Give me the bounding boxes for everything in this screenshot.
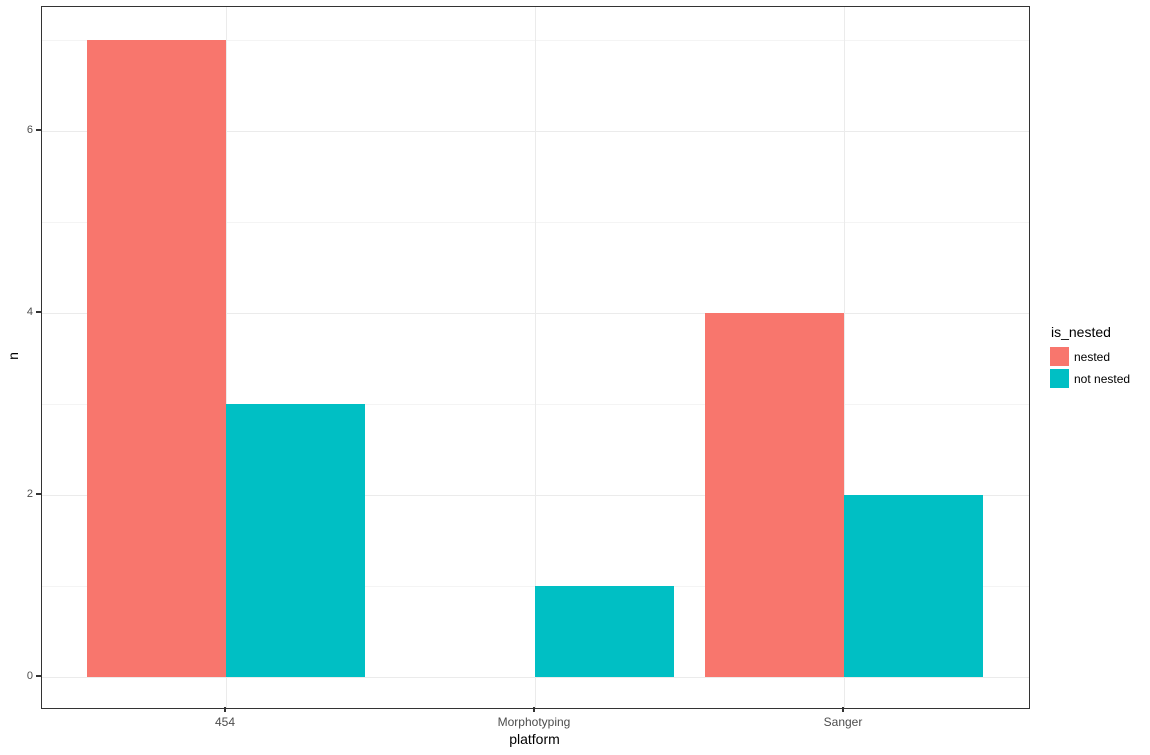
legend-title: is_nested	[1051, 324, 1111, 340]
y-tick	[36, 129, 41, 131]
x-tick	[533, 707, 535, 712]
x-tick	[842, 707, 844, 712]
bar-not-nested-454	[226, 404, 365, 677]
legend: is_nested nested not nested	[1050, 324, 1130, 391]
bar-not-nested-Sanger	[844, 495, 983, 677]
y-tick-label: 0	[26, 670, 33, 682]
x-tick-label: Morphotyping	[497, 715, 571, 729]
plot-panel	[41, 6, 1030, 709]
gridline-vertical	[844, 7, 845, 708]
legend-items: nested not nested	[1050, 347, 1130, 388]
legend-swatch	[1050, 347, 1069, 366]
y-axis-title: n	[5, 352, 21, 360]
bar-nested-Sanger	[705, 313, 844, 677]
y-tick-label: 4	[26, 306, 33, 318]
y-tick	[36, 311, 41, 313]
gridline-vertical	[535, 7, 536, 708]
y-tick	[36, 493, 41, 495]
y-tick-label: 6	[26, 124, 33, 136]
x-tick	[224, 707, 226, 712]
legend-swatch	[1050, 369, 1069, 388]
gridline-vertical	[226, 7, 227, 708]
y-tick	[36, 675, 41, 677]
legend-item: nested	[1050, 347, 1130, 366]
legend-item: not nested	[1050, 369, 1130, 388]
x-axis-title: platform	[509, 731, 560, 747]
bar-nested-454	[87, 40, 226, 677]
legend-item-label: not nested	[1074, 371, 1131, 386]
y-tick-label: 2	[26, 488, 33, 500]
legend-item-label: nested	[1074, 349, 1111, 364]
bar-not-nested-Morphotyping	[535, 586, 674, 677]
x-tick-label: Sanger	[823, 715, 863, 729]
x-tick-label: 454	[214, 715, 236, 729]
